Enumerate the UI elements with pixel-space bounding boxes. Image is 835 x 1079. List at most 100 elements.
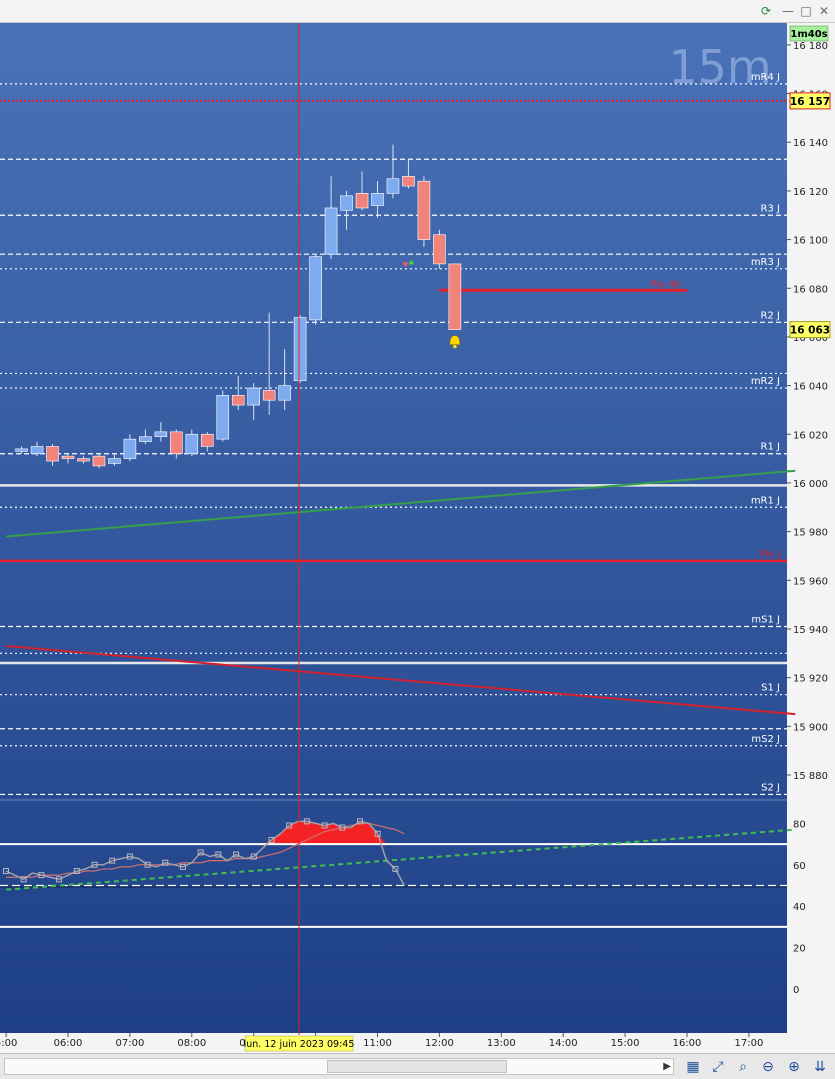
trendline-green <box>6 469 796 538</box>
cursor-date-tag: lun. 12 juin 2023 09:45 <box>244 1035 354 1052</box>
y-tick-label: 15 980 <box>793 528 828 539</box>
candle <box>293 315 307 384</box>
x-tick-label: 17:00 <box>734 1038 763 1049</box>
indicator-point <box>357 818 363 825</box>
indicator-point <box>91 861 98 868</box>
candle-body <box>278 385 291 401</box>
bell-icon <box>449 335 461 345</box>
candle-body <box>417 180 431 240</box>
indicator-point <box>180 863 186 870</box>
indicator-tick-label: 80 <box>793 819 806 830</box>
candlesticks <box>15 144 462 469</box>
candle-body <box>61 455 75 459</box>
candle <box>309 254 322 325</box>
level-label: mS1 J <box>751 615 780 626</box>
candle-body <box>123 438 137 459</box>
y-tick-label: 16 080 <box>793 284 828 295</box>
candle <box>61 453 75 464</box>
price-tags: 16 157 16 063 <box>789 92 831 339</box>
x-tick-label: 14:00 <box>549 1038 578 1049</box>
indicator-point <box>56 876 63 883</box>
svg-text:1m40s: 1m40s <box>790 29 827 40</box>
level-label: S2 J <box>761 782 780 793</box>
scroll-right-arrow-icon[interactable]: ▶ <box>663 1061 671 1072</box>
indicator-point <box>20 876 27 883</box>
y-tick-label: 16 120 <box>793 187 828 198</box>
candle-body <box>170 431 183 455</box>
calendar-icon[interactable]: ▦ <box>686 1059 700 1075</box>
candle-body <box>448 263 462 330</box>
indicator-point <box>250 853 257 860</box>
candle-body <box>402 176 415 187</box>
candle <box>123 434 137 462</box>
candle-body <box>433 234 446 265</box>
x-tick-label: 13:00 <box>487 1038 516 1049</box>
candle <box>154 422 168 442</box>
level-label: mR1 J <box>751 495 780 506</box>
zoom-fit-icon[interactable]: ⌕ <box>739 1059 747 1075</box>
timeframe-watermark: 15m <box>668 40 771 94</box>
minimize-button[interactable]: — <box>782 4 794 18</box>
indicator-point <box>303 818 310 825</box>
indicator-point <box>339 824 346 831</box>
indicator-tick-label: 20 <box>793 944 806 955</box>
x-tick-label: 16:00 <box>673 1038 702 1049</box>
oscillator-panel <box>0 818 796 928</box>
zoom-in-icon[interactable]: ⊕ <box>788 1059 800 1075</box>
scrollbar-thumb[interactable] <box>327 1060 507 1073</box>
candle-body <box>139 436 152 442</box>
indicator-tick-label: 60 <box>793 861 806 872</box>
y-tick-label: 16 180 <box>793 41 828 52</box>
y-tick-label: 16 040 <box>793 382 828 393</box>
candle <box>15 446 28 454</box>
piv4h-label: Piv 4h <box>651 279 681 290</box>
indicator-point <box>286 822 293 829</box>
candle-body <box>216 395 230 440</box>
indicator-trendline <box>6 828 796 891</box>
candle-body <box>231 395 245 406</box>
candle-body <box>293 317 307 382</box>
candle <box>231 375 245 410</box>
level-label: mR2 J <box>751 376 780 387</box>
level-label: Piv J <box>759 549 780 560</box>
overbought-fill <box>262 821 387 845</box>
arrow-down-icon <box>402 262 409 268</box>
scroll-to-end-icon[interactable]: ⇊ <box>814 1059 826 1075</box>
candle <box>170 429 183 459</box>
indicator-point <box>197 849 204 856</box>
level-label: R2 J <box>761 310 780 321</box>
candle <box>139 429 152 445</box>
x-tick-label: 12:00 <box>425 1038 454 1049</box>
x-tick-label: 15:00 <box>611 1038 640 1049</box>
price-chart[interactable]: 15m mR4 J R3 J mR3 J R2 J mR2 J R1 J mR1 J Piv … <box>0 23 835 1053</box>
horizontal-scrollbar[interactable]: ▶ <box>4 1058 674 1075</box>
x-tick-label: 11:00 <box>363 1038 392 1049</box>
close-button[interactable]: ✕ <box>818 4 830 18</box>
candle <box>355 171 369 211</box>
level-label: R3 J <box>761 203 780 214</box>
candle <box>371 181 384 218</box>
zoom-out-icon[interactable]: ⊖ <box>762 1059 774 1075</box>
y-tick-label: 15 900 <box>793 722 828 733</box>
candle-body <box>386 178 400 194</box>
trendline-red <box>6 645 796 716</box>
candle-body <box>185 433 199 455</box>
window-titlebar: ⟳ — □ ✕ <box>0 0 835 23</box>
trendlines <box>6 469 796 716</box>
candle <box>340 190 353 230</box>
refresh-arrows-icon[interactable]: ⟳ <box>760 4 772 18</box>
indicator-tick-label: 0 <box>793 985 799 996</box>
y-tick-label: 16 100 <box>793 236 828 247</box>
candle <box>216 390 230 442</box>
indicator-point <box>109 857 116 864</box>
candle <box>448 263 462 330</box>
maximize-button[interactable]: □ <box>800 4 812 18</box>
indicator-point <box>233 851 240 858</box>
candle-body <box>77 458 90 462</box>
candle-body <box>324 207 338 255</box>
expand-arrows-icon[interactable]: ⤢ <box>712 1059 724 1075</box>
y-tick-label: 15 880 <box>793 771 828 782</box>
candle-body <box>262 390 276 401</box>
chart-markers <box>402 259 461 349</box>
bell-clapper <box>453 344 457 349</box>
